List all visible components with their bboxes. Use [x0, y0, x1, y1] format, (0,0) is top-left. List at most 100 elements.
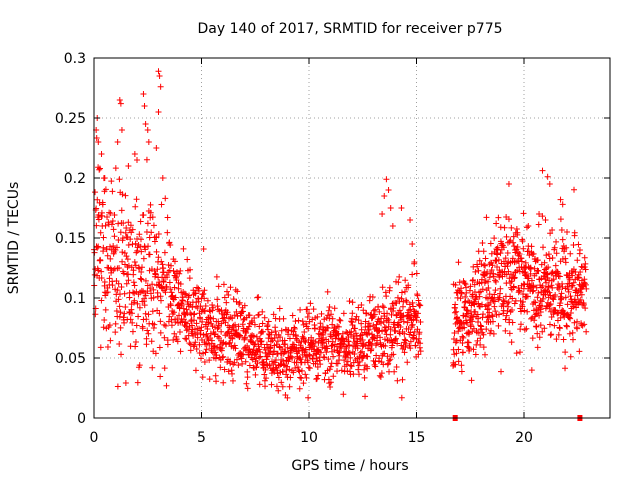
- data-point: [183, 327, 190, 334]
- data-point: [144, 288, 151, 295]
- data-point: [385, 360, 392, 367]
- data-point: [331, 305, 338, 312]
- data-point: [338, 345, 345, 352]
- data-point: [91, 249, 98, 256]
- data-point: [278, 379, 285, 386]
- data-point: [541, 259, 548, 266]
- data-point: [122, 380, 129, 387]
- data-point: [238, 309, 245, 316]
- data-point: [492, 287, 499, 294]
- data-point: [372, 324, 379, 331]
- data-point: [358, 320, 365, 327]
- data-point: [398, 394, 405, 401]
- data-point: [480, 331, 487, 338]
- data-point: [100, 244, 107, 251]
- data-point: [471, 281, 478, 288]
- data-point: [554, 269, 561, 276]
- data-point: [166, 313, 173, 320]
- x-tick-labels: 0 5 10 15 20: [90, 430, 533, 446]
- data-point: [360, 307, 367, 314]
- data-point: [547, 332, 554, 339]
- data-point: [377, 374, 384, 381]
- data-point: [113, 307, 120, 314]
- data-point: [256, 354, 263, 361]
- data-point: [290, 328, 297, 335]
- data-point: [578, 321, 585, 328]
- data-point: [304, 314, 311, 321]
- data-point: [153, 234, 160, 241]
- data-point: [574, 275, 581, 282]
- data-point: [336, 316, 343, 323]
- data-point: [559, 307, 566, 314]
- data-point: [355, 317, 362, 324]
- data-point: [387, 326, 394, 333]
- data-point: [124, 256, 131, 263]
- data-point: [157, 373, 164, 380]
- data-point: [186, 323, 193, 330]
- data-point: [151, 321, 158, 328]
- data-point: [251, 314, 258, 321]
- data-point: [329, 321, 336, 328]
- data-point: [287, 374, 294, 381]
- data-point: [110, 243, 117, 250]
- data-point: [305, 325, 312, 332]
- data-point: [485, 284, 492, 291]
- data-point: [103, 246, 110, 253]
- data-point: [529, 288, 536, 295]
- data-point: [520, 291, 527, 298]
- data-point: [95, 216, 102, 223]
- data-point: [137, 275, 144, 282]
- data-point: [369, 334, 376, 341]
- data-point: [325, 324, 332, 331]
- data-point: [257, 353, 264, 360]
- data-point: [112, 286, 119, 293]
- data-point: [520, 298, 527, 305]
- data-point: [244, 374, 251, 381]
- data-point: [139, 264, 145, 271]
- x-tick-label: 5: [197, 430, 206, 446]
- data-point: [262, 366, 269, 373]
- data-point: [539, 167, 546, 174]
- data-point: [417, 302, 424, 309]
- data-point: [334, 368, 341, 375]
- data-point: [525, 223, 532, 229]
- data-point: [186, 292, 193, 299]
- data-point: [553, 238, 560, 245]
- data-point: [112, 165, 119, 172]
- data-point: [136, 304, 143, 311]
- data-point: [508, 278, 515, 285]
- data-point: [387, 331, 394, 338]
- data-point: [555, 309, 562, 316]
- data-point: [125, 219, 132, 226]
- data-point: [527, 270, 534, 277]
- data-point: [566, 276, 573, 283]
- data-point: [225, 292, 232, 299]
- data-point: [467, 322, 474, 329]
- data-point: [208, 337, 215, 344]
- data-point: [200, 331, 207, 338]
- data-point: [390, 351, 397, 358]
- data-point: [136, 362, 143, 369]
- data-point: [133, 322, 140, 329]
- data-point: [304, 306, 311, 313]
- data-point: [578, 291, 585, 298]
- data-point: [284, 394, 291, 401]
- data-point: [475, 267, 482, 274]
- data-point: [108, 178, 115, 185]
- data-point: [525, 248, 532, 255]
- data-point: [141, 295, 148, 302]
- data-point: [384, 310, 391, 317]
- data-point: [295, 364, 302, 371]
- data-point: [398, 205, 405, 211]
- data-point: [107, 210, 114, 217]
- data-point: [476, 293, 483, 300]
- data-point: [112, 329, 119, 336]
- data-point: [409, 271, 416, 278]
- data-point: [363, 310, 370, 317]
- data-point: [545, 264, 552, 271]
- data-point: [564, 301, 571, 308]
- data-point: [291, 325, 298, 332]
- data-point: [241, 334, 248, 341]
- data-point: [528, 315, 535, 322]
- data-point: [92, 311, 99, 318]
